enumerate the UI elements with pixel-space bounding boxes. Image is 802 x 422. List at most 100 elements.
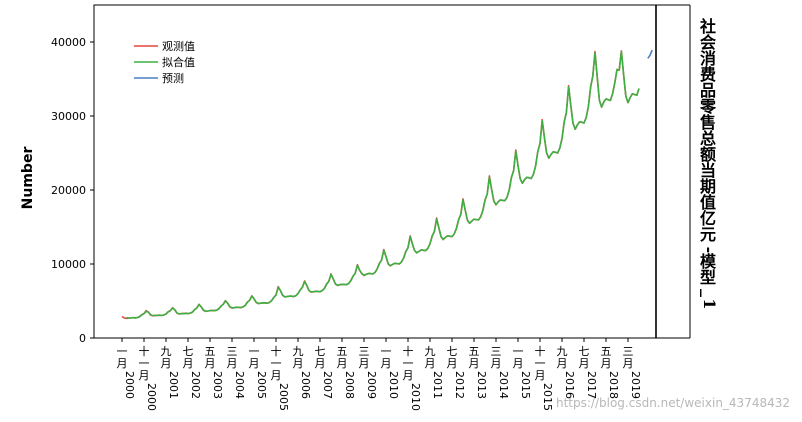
svg-text:型: 型	[700, 268, 716, 287]
y-axis: 0 10000 20000 30000 40000	[51, 36, 94, 345]
svg-text:2007: 2007	[321, 371, 334, 399]
svg-text:2002: 2002	[189, 371, 202, 399]
plot-area	[93, 4, 691, 339]
svg-text:九: 九	[293, 345, 304, 358]
y-tick-label: 0	[79, 332, 86, 345]
y-axis-title: Number	[20, 147, 36, 210]
svg-text:值: 值	[700, 193, 716, 212]
svg-text:期: 期	[700, 177, 716, 196]
svg-text:2011: 2011	[431, 371, 444, 399]
svg-text:模: 模	[700, 252, 717, 271]
svg-text:月: 月	[315, 357, 326, 370]
svg-text:月: 月	[403, 369, 414, 382]
svg-text:-: -	[700, 247, 719, 254]
svg-text:三: 三	[227, 345, 238, 358]
svg-text:2010: 2010	[409, 383, 422, 411]
svg-text:费: 费	[700, 65, 716, 84]
svg-text:2013: 2013	[475, 371, 488, 399]
svg-text:2010: 2010	[387, 371, 400, 399]
svg-text:月: 月	[271, 369, 282, 382]
svg-text:额: 额	[700, 145, 716, 164]
svg-text:2017: 2017	[585, 371, 598, 399]
svg-text:十: 十	[271, 344, 282, 358]
series-line	[126, 50, 640, 319]
svg-text:_: _	[700, 289, 719, 297]
svg-text:2006: 2006	[299, 371, 312, 399]
svg-text:月: 月	[579, 357, 590, 370]
svg-text:2016: 2016	[563, 371, 576, 399]
svg-text:2004: 2004	[233, 371, 246, 399]
svg-text:月: 月	[623, 357, 634, 370]
svg-text:月: 月	[117, 357, 128, 370]
svg-text:月: 月	[513, 357, 524, 370]
svg-text:2000: 2000	[145, 383, 158, 411]
series-line	[121, 50, 640, 320]
svg-text:会: 会	[700, 33, 716, 52]
svg-text:月: 月	[205, 357, 216, 370]
svg-text:三: 三	[623, 345, 634, 358]
svg-text:总: 总	[700, 129, 716, 148]
svg-text:2003: 2003	[211, 371, 224, 399]
legend-label: 拟合值	[162, 55, 195, 69]
svg-text:社: 社	[699, 17, 716, 36]
legend-label: 预测	[162, 72, 184, 85]
svg-text:一: 一	[139, 357, 150, 370]
svg-text:2015: 2015	[541, 383, 554, 411]
svg-text:一: 一	[535, 357, 546, 370]
series-layer	[121, 49, 653, 320]
svg-text:月: 月	[359, 357, 370, 370]
svg-text:九: 九	[425, 345, 436, 358]
svg-text:2009: 2009	[365, 371, 378, 399]
svg-text:月: 月	[139, 369, 150, 382]
svg-text:月: 月	[249, 357, 260, 370]
svg-text:当: 当	[700, 161, 716, 180]
plot-frame	[93, 4, 657, 339]
svg-text:月: 月	[293, 357, 304, 370]
svg-text:七: 七	[447, 345, 458, 358]
svg-text:三: 三	[359, 345, 370, 358]
svg-text:月: 月	[425, 357, 436, 370]
svg-text:月: 月	[183, 357, 194, 370]
svg-text:五: 五	[601, 345, 612, 358]
svg-text:2014: 2014	[497, 371, 510, 399]
svg-text:2012: 2012	[453, 371, 466, 399]
svg-text:十: 十	[403, 344, 414, 358]
svg-text:月: 月	[535, 369, 546, 382]
svg-text:一: 一	[513, 345, 524, 358]
svg-text:一: 一	[271, 357, 282, 370]
svg-text:五: 五	[469, 345, 480, 358]
svg-text:五: 五	[337, 345, 348, 358]
svg-text:五: 五	[205, 345, 216, 358]
legend-label: 观测值	[162, 40, 195, 53]
svg-text:一: 一	[249, 345, 260, 358]
svg-text:2005: 2005	[255, 371, 268, 399]
svg-text:十: 十	[535, 344, 546, 358]
svg-text:七: 七	[579, 345, 590, 358]
svg-text:月: 月	[227, 357, 238, 370]
svg-text:2018: 2018	[607, 371, 620, 399]
y-tick-label: 30000	[51, 110, 86, 123]
svg-text:一: 一	[381, 345, 392, 358]
svg-text:月: 月	[447, 357, 458, 370]
svg-text:元: 元	[700, 225, 716, 244]
svg-text:七: 七	[315, 345, 326, 358]
